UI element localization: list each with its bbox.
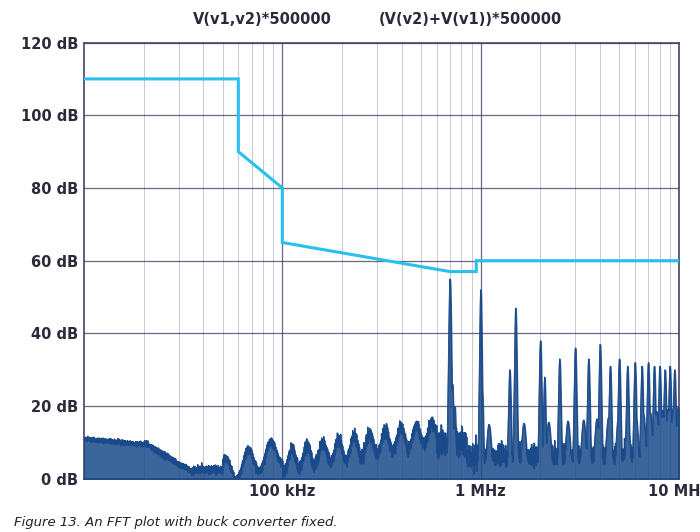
Text: Figure 13. An FFT plot with buck converter fixed.: Figure 13. An FFT plot with buck convert… (14, 517, 337, 529)
Text: V(v1,v2)*500000: V(v1,v2)*500000 (193, 12, 332, 27)
Text: (V(v2)+V(v1))*500000: (V(v2)+V(v1))*500000 (379, 12, 562, 27)
